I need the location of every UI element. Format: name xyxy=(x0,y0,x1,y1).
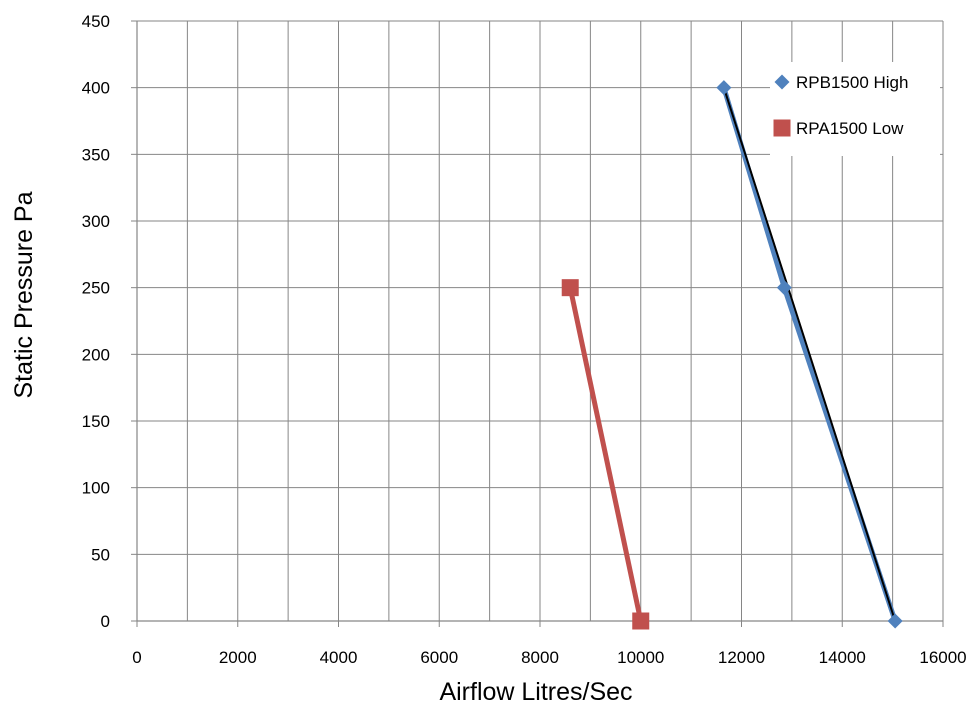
y-tick-label: 450 xyxy=(82,12,110,31)
y-tick-label: 200 xyxy=(82,345,110,364)
axes xyxy=(131,20,944,627)
series-2-point xyxy=(561,279,579,297)
trendline xyxy=(722,87,897,622)
legend-marker-2 xyxy=(773,119,791,137)
y-tick-label: 400 xyxy=(82,79,110,98)
x-tick-label: 8000 xyxy=(521,648,559,667)
x-tick-label: 10000 xyxy=(617,648,664,667)
series-1-point xyxy=(776,280,792,296)
y-tick-label: 150 xyxy=(82,412,110,431)
tick-labels: 0 50 100 150 200 250 300 350 400 450 0 2000 4000 6000… xyxy=(82,12,967,667)
y-tick-label: 50 xyxy=(91,545,110,564)
legend-label-2: RPA1500 Low xyxy=(796,119,904,138)
legend-marker-1 xyxy=(774,74,790,90)
y-tick-label: 300 xyxy=(82,212,110,231)
series-2-point xyxy=(632,612,650,630)
y-tick-label: 350 xyxy=(82,145,110,164)
series-1-point xyxy=(716,80,732,96)
y-tick-label: 250 xyxy=(82,279,110,298)
legend-label-1: RPB1500 High xyxy=(796,73,908,92)
y-axis-title: Static Pressure Pa xyxy=(10,191,38,398)
x-tick-label: 0 xyxy=(132,648,141,667)
x-tick-label: 16000 xyxy=(919,648,966,667)
y-tick-label: 100 xyxy=(82,479,110,498)
x-tick-label: 12000 xyxy=(718,648,765,667)
x-tick-label: 2000 xyxy=(219,648,257,667)
y-tick-label: 0 xyxy=(101,612,110,631)
series-1-point xyxy=(887,613,903,629)
legend-box xyxy=(770,62,940,156)
series-line-2 xyxy=(567,287,644,622)
x-tick-label: 6000 xyxy=(420,648,458,667)
x-tick-label: 4000 xyxy=(320,648,358,667)
series xyxy=(561,80,903,630)
legend: RPB1500 High RPA1500 Low xyxy=(770,62,940,156)
x-axis-title: Airflow Litres/Sec xyxy=(439,678,632,706)
x-tick-label: 14000 xyxy=(819,648,866,667)
